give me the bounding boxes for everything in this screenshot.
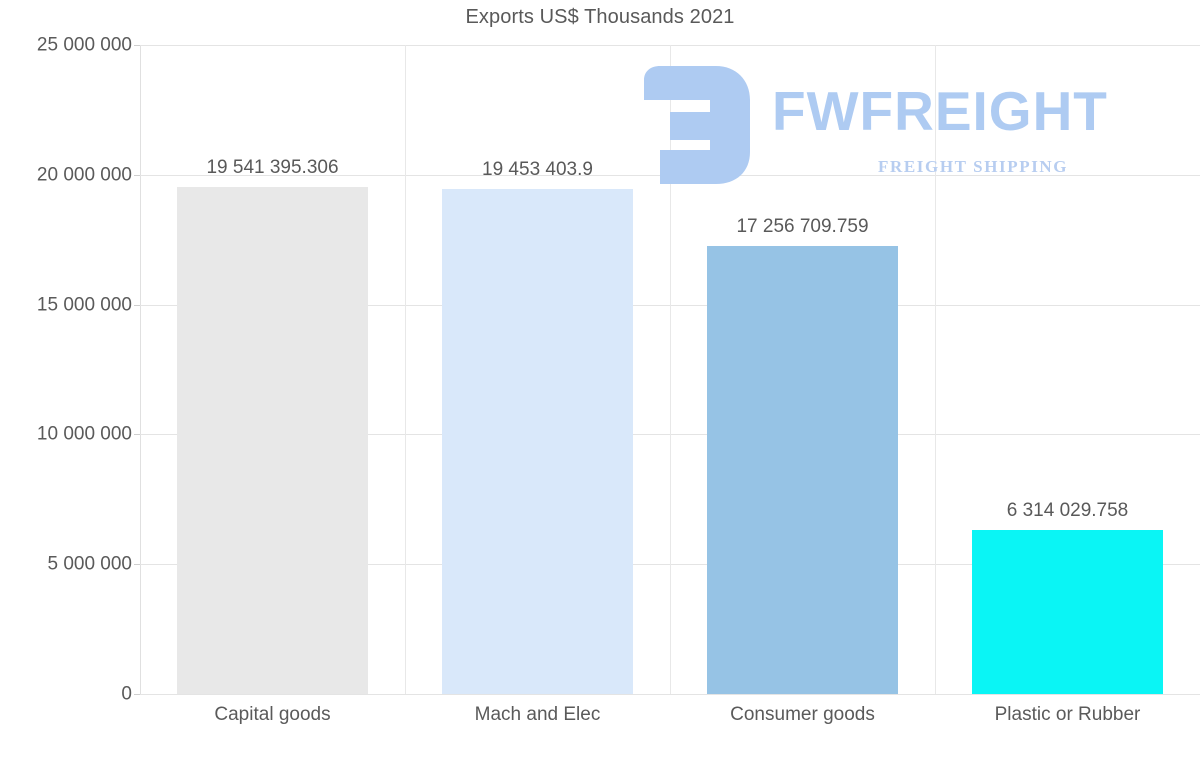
bar-value-label: 19 541 395.306 (206, 156, 339, 178)
y-axis-tick-label: 20 000 000 (36, 164, 132, 186)
y-axis-line (140, 45, 141, 694)
bar-value-label: 6 314 029.758 (1006, 500, 1129, 522)
x-axis-tick-label: Consumer goods (730, 704, 875, 725)
y-axis-tick-label: 5 000 000 (47, 553, 132, 575)
bar-mach-and-elec[interactable] (442, 189, 633, 694)
y-axis-tick-label: 25 000 000 (36, 34, 132, 56)
y-axis-tick (134, 434, 140, 436)
gridline-vertical (670, 45, 671, 694)
y-axis-tick-label: 10 000 000 (36, 423, 132, 445)
y-axis-tick (134, 564, 140, 566)
y-axis-tick (134, 304, 140, 306)
gridline-vertical (405, 45, 406, 694)
plot-area: 19 541 395.306 19 453 403.9 17 256 709.759… (134, 45, 1200, 695)
bar-plastic-or-rubber[interactable] (972, 530, 1163, 694)
bar-consumer-goods[interactable] (707, 246, 898, 694)
bar-value-label: 19 453 403.9 (482, 158, 593, 180)
y-axis-tick-label: 15 000 000 (36, 294, 132, 316)
x-axis-tick-label: Plastic or Rubber (994, 704, 1141, 725)
x-axis-tick-label: Mach and Elec (474, 704, 601, 725)
y-axis-tick-label: 0 (121, 683, 132, 705)
y-axis-tick (134, 174, 140, 176)
x-axis-tick-label: Capital goods (214, 704, 331, 725)
bar-value-label: 17 256 709.759 (736, 216, 869, 238)
gridline-horizontal (140, 694, 1200, 695)
y-axis-tick (134, 45, 140, 46)
y-axis-tick (134, 694, 140, 695)
chart-title: Exports US$ Thousands 2021 (465, 6, 735, 28)
gridline-vertical (935, 45, 936, 694)
bar-capital-goods[interactable] (177, 186, 368, 694)
